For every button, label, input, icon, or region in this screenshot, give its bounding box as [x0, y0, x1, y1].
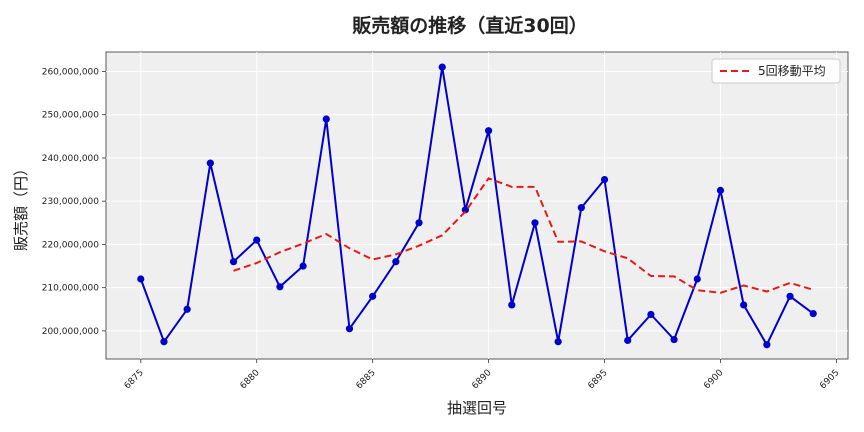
legend: 5回移動平均 — [711, 58, 841, 84]
data-point — [600, 175, 609, 184]
y-tick-label: 230,000,000 — [42, 197, 100, 207]
moving-average-line — [233, 177, 814, 294]
data-point — [577, 204, 585, 212]
data-point — [508, 301, 516, 309]
data-point — [484, 127, 493, 135]
y-tick-label: 200,000,000 — [42, 327, 100, 337]
data-point — [229, 258, 238, 266]
chart-title: 販売額の推移（直近30回） — [352, 14, 587, 37]
data-point — [322, 115, 330, 123]
data-point — [763, 341, 771, 349]
data-point — [369, 292, 377, 300]
data-point — [716, 186, 725, 194]
data-point — [137, 275, 145, 283]
y-tick-label: 210,000,000 — [42, 284, 100, 294]
x-tick-label: 6900 — [702, 368, 725, 391]
data-point — [206, 159, 214, 167]
data-point — [299, 262, 307, 270]
data-point — [647, 310, 655, 319]
data-point — [693, 275, 701, 283]
x-tick-label: 6880 — [239, 368, 262, 391]
data-point — [624, 336, 632, 345]
y-tick-label: 220,000,000 — [42, 240, 100, 250]
data-point — [554, 338, 562, 346]
data-point — [345, 325, 354, 333]
sales-line — [139, 66, 814, 346]
data-point — [531, 219, 539, 227]
x-tick-label: 6885 — [355, 368, 378, 391]
x-tick-label: 6905 — [818, 368, 841, 391]
y-tick-label: 250,000,000 — [42, 111, 100, 121]
data-point — [160, 338, 168, 346]
x-tick-label: 6895 — [586, 368, 609, 391]
legend-box — [711, 58, 841, 84]
series-layer — [137, 63, 817, 349]
x-tick-label: 6890 — [470, 368, 493, 391]
data-point — [438, 63, 446, 71]
data-point — [392, 258, 400, 266]
plot-area — [105, 51, 849, 360]
data-point — [670, 335, 678, 344]
data-point — [809, 309, 817, 318]
data-point — [786, 292, 794, 300]
data-point — [461, 206, 470, 214]
data-point — [415, 219, 423, 227]
y-tick-label: 240,000,000 — [42, 154, 100, 164]
y-tick-label: 260,000,000 — [42, 67, 100, 77]
data-point — [253, 236, 261, 244]
x-axis-label: 抽選回号 — [447, 399, 507, 417]
x-tick-label: 6875 — [123, 368, 146, 391]
y-axis-label: 販売額（円） — [12, 161, 30, 251]
data-point — [183, 305, 191, 313]
data-point — [276, 283, 284, 291]
data-point — [740, 301, 748, 309]
legend-entry: 5回移動平均 — [758, 64, 826, 78]
